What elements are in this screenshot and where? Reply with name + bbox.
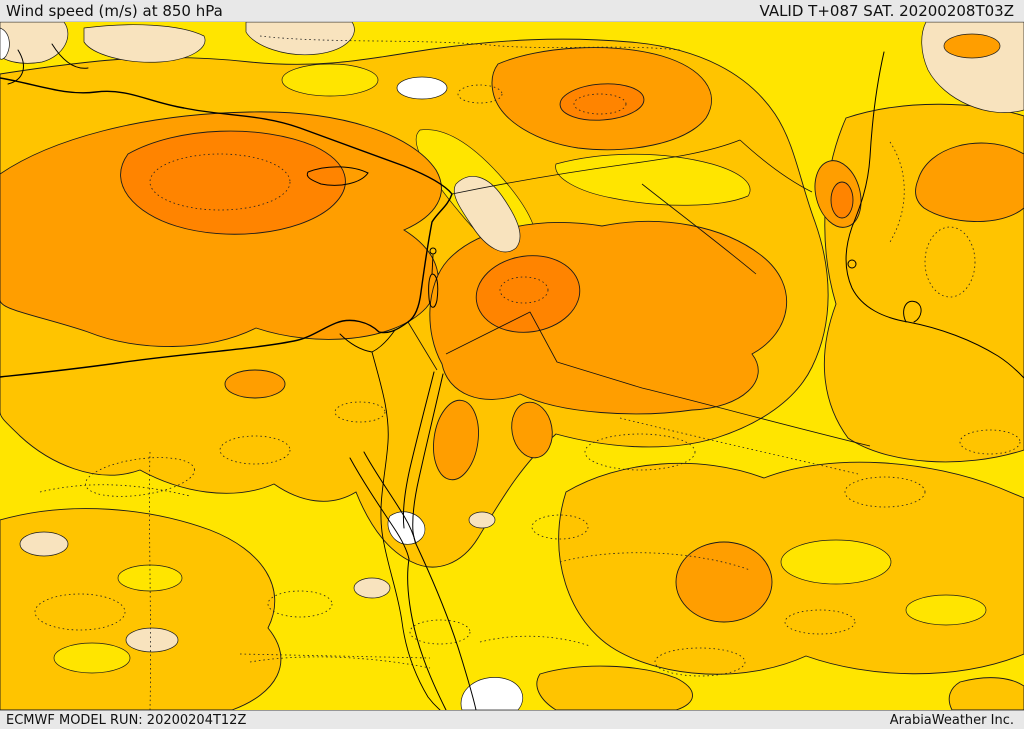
coastline-gulf-of-aqaba-east bbox=[412, 373, 444, 545]
coastline-gulf-of-suez-west bbox=[349, 457, 410, 560]
contour-dotted-open-3 bbox=[619, 417, 859, 475]
wind-fill-yellow-hole-4 bbox=[905, 594, 987, 626]
wind-fill-pale-blob-4 bbox=[468, 511, 496, 529]
contour-dotted-loop-14 bbox=[409, 619, 471, 645]
wind-fill-pale-layer bbox=[0, 22, 1024, 653]
border-egypt-libya-dotted bbox=[149, 451, 151, 710]
wind-fill-white-layer bbox=[0, 27, 523, 710]
coastline-sea-of-galilee bbox=[429, 247, 437, 255]
wind-fill-amber-bottom-center bbox=[536, 665, 693, 710]
contour-dotted-loop-1 bbox=[85, 457, 195, 497]
wind-fill-pale-top-strip-1 bbox=[83, 24, 206, 63]
coastline-red-sea-west bbox=[407, 558, 447, 710]
wind-fill-white-anatolia bbox=[396, 76, 448, 100]
coastline-mediterranean-levant-egypt bbox=[0, 77, 453, 378]
contour-dotted-loop-6 bbox=[844, 476, 926, 508]
contour-dotted-loop-12 bbox=[334, 401, 386, 423]
wind-fill-orange-sinai-b bbox=[511, 401, 553, 459]
wind-speed-map-svg bbox=[0, 22, 1024, 710]
contour-dotted-loop-2 bbox=[219, 435, 291, 465]
wind-fill-deep-orange-layer bbox=[120, 83, 854, 333]
contour-dotted-open-top bbox=[259, 35, 681, 51]
contour-dotted-open-6 bbox=[479, 635, 591, 647]
contour-dotted-loop-7 bbox=[267, 590, 333, 618]
wind-fill-orange-right-edge bbox=[915, 142, 1024, 222]
wind-fill-pale-lebanon-strip bbox=[453, 176, 521, 253]
contour-dotted-ring-nw bbox=[149, 153, 291, 211]
contour-dotted-loop-10 bbox=[924, 226, 976, 298]
contour-dotted-loop-5 bbox=[531, 514, 589, 540]
coastline-bahrain-island bbox=[847, 259, 857, 269]
attribution-label: ArabiaWeather Inc. bbox=[889, 712, 1014, 728]
contour-dotted-open-1 bbox=[559, 552, 751, 571]
wind-fill-deeporange-northwest-core bbox=[120, 130, 346, 235]
coastline-layer bbox=[0, 43, 1024, 710]
wind-fill-yellow-hole-2 bbox=[281, 63, 379, 97]
contour-dotted-loop-13 bbox=[784, 609, 856, 635]
wind-fill-pale-blob-1 bbox=[19, 531, 69, 557]
contour-dotted-loop-9 bbox=[457, 84, 503, 104]
map-footer: ECMWF MODEL RUN: 20200204T12Z ArabiaWeat… bbox=[0, 710, 1024, 729]
map-canvas bbox=[0, 22, 1024, 710]
map-title: Wind speed (m/s) at 850 hPa bbox=[6, 1, 223, 20]
border-egypt-israel bbox=[407, 321, 438, 371]
wind-fill-orange-egypt-small bbox=[224, 369, 286, 399]
wind-fill-deeporange-center-core bbox=[475, 255, 581, 333]
wind-fill-yellow-hole-6 bbox=[53, 642, 131, 674]
wind-fill-orange-topright-inner bbox=[943, 33, 1001, 59]
wind-fill-pale-blob-3 bbox=[353, 577, 391, 599]
river-nile-delta-west bbox=[339, 333, 373, 353]
coastline-qatar bbox=[903, 300, 922, 323]
river-nile-delta-east bbox=[371, 329, 396, 353]
coastline-aegean-2 bbox=[51, 43, 89, 69]
wind-fill-white-bottom bbox=[460, 677, 523, 710]
wind-fill-pale-blob-2 bbox=[125, 627, 179, 653]
wind-fill-amber-corner-southeast bbox=[948, 677, 1024, 710]
river-nile bbox=[371, 351, 441, 710]
coastline-gulf-of-aqaba-west bbox=[402, 371, 435, 529]
valid-time-label: VALID T+087 SAT. 20200208T03Z bbox=[759, 1, 1014, 20]
wind-fill-white-left-edge bbox=[0, 27, 10, 60]
map-header: Wind speed (m/s) at 850 hPa VALID T+087 … bbox=[0, 0, 1024, 22]
coastline-dead-sea bbox=[428, 273, 439, 308]
border-jordan-saudi-iraq bbox=[445, 311, 871, 447]
contour-dotted-loop-3 bbox=[584, 433, 696, 471]
wind-fill-white-redsea-north bbox=[387, 511, 426, 545]
coastline-aegean-1 bbox=[7, 49, 24, 85]
contour-dotted-loop-4 bbox=[34, 593, 126, 631]
river-jordan bbox=[431, 254, 434, 275]
border-syria-iraq bbox=[641, 183, 757, 275]
wind-fill-pale-top-strip-2 bbox=[245, 22, 355, 56]
wind-fill-yellow-hole-3 bbox=[780, 539, 892, 585]
border-turkey-iraq bbox=[739, 139, 813, 193]
wind-fill-orange-center bbox=[429, 221, 788, 415]
wind-fill-orange-sinai-a bbox=[433, 399, 479, 481]
border-layer bbox=[407, 139, 871, 447]
model-run-label: ECMWF MODEL RUN: 20200204T12Z bbox=[6, 712, 247, 728]
contour-dotted-layer bbox=[34, 35, 1021, 710]
wind-fill-deeporange-north-core bbox=[559, 83, 645, 121]
wind-fill-deeporange-right-small bbox=[830, 181, 854, 219]
contour-dotted-ring-north bbox=[573, 93, 627, 115]
coastline-red-sea-east bbox=[415, 543, 477, 710]
coastline-persian-gulf bbox=[845, 51, 1024, 379]
coastline-cyprus bbox=[306, 166, 369, 186]
border-egypt-sudan-dotted bbox=[239, 653, 431, 659]
wind-fill-orange-southeast bbox=[675, 541, 773, 623]
contour-dotted-loop-11 bbox=[959, 429, 1021, 455]
contour-dotted-ring-center bbox=[499, 276, 549, 304]
contour-dotted-loop-8 bbox=[654, 647, 746, 677]
border-turkey-syria bbox=[451, 139, 741, 195]
